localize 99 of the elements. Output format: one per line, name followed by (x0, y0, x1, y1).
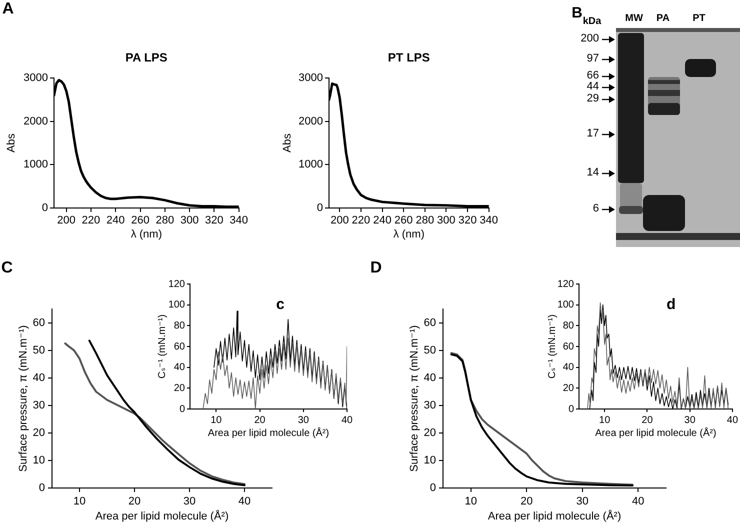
y-tick-label: 0 (430, 482, 436, 494)
y-axis-title: Surface pressure, π (mN.m⁻¹) (408, 325, 421, 472)
y-tick-label: 40 (562, 362, 574, 374)
y-axis-title: Surface pressure, π (mN.m⁻¹) (18, 325, 30, 472)
x-axis-title: Area per lipid molecule (Å²) (488, 509, 622, 522)
x-axis-title: λ (nm) (393, 228, 424, 240)
text: d (666, 296, 676, 314)
y-tick-label: 40 (32, 372, 45, 384)
text: 44 (586, 80, 599, 92)
x-axis-title: Area per lipid molecule (Å²) (208, 426, 330, 439)
text: C (1, 259, 14, 276)
y-tick-label: 3000 (298, 72, 323, 84)
y-axis-title: Abs (282, 133, 294, 152)
text: D (370, 259, 382, 276)
x-tick-label: 200 (57, 214, 76, 227)
x-axis-title: Area per lipid molecule (Å²) (95, 509, 229, 522)
text: 29 (586, 92, 599, 104)
y-tick-label: 10 (32, 454, 45, 466)
y-tick-label: 50 (32, 344, 45, 356)
x-tick-label: 30 (183, 496, 196, 508)
x-tick-label: 40 (632, 496, 644, 508)
x-tick-label: 20 (254, 414, 266, 426)
y-tick-label: 40 (424, 372, 436, 384)
y-tick-label: 60 (562, 341, 574, 352)
chart-title: PA LPS (125, 50, 168, 64)
y-tick-label: 10 (424, 454, 436, 466)
y-tick-label: 80 (562, 320, 574, 332)
y-tick-label: 0 (316, 202, 323, 214)
x-axis-title: λ (nm) (130, 228, 162, 240)
x-tick-label: 20 (520, 496, 533, 508)
y-tick-label: 2000 (24, 115, 48, 128)
chart-title: PT LPS (388, 50, 430, 64)
y-tick-label: 20 (174, 382, 186, 394)
x-tick-label: 20 (642, 414, 654, 426)
x-tick-label: 320 (458, 214, 477, 227)
x-axis-title: Area per lipid molecule (Å²) (595, 426, 716, 439)
y-tick-label: 120 (557, 278, 574, 290)
x-tick-label: 40 (238, 496, 251, 508)
y-axis-title: Cₛ⁻¹ (mN.m⁻¹) (546, 314, 558, 379)
y-tick-label: 0 (38, 482, 45, 494)
text: A (2, 0, 14, 18)
x-tick-label: 240 (373, 214, 392, 227)
y-tick-label: 60 (174, 341, 186, 352)
x-tick-label: 10 (210, 414, 222, 426)
x-tick-label: 300 (180, 214, 199, 227)
text: B (572, 4, 582, 22)
y-tick-label: 20 (32, 426, 45, 439)
y-tick-label: 60 (424, 316, 436, 329)
x-tick-label: 200 (330, 214, 349, 227)
y-tick-label: 0 (179, 404, 186, 415)
x-tick-label: 260 (131, 214, 150, 227)
y-tick-label: 20 (562, 382, 574, 394)
y-tick-label: 2000 (298, 115, 323, 128)
y-tick-label: 3000 (24, 72, 48, 84)
y-tick-label: 0 (568, 404, 574, 415)
x-tick-label: 30 (576, 496, 588, 508)
x-tick-label: 10 (599, 414, 611, 426)
text: c (276, 296, 284, 314)
y-axis-title: Abs (6, 133, 18, 152)
y-tick-label: 120 (168, 278, 186, 290)
y-tick-label: 30 (32, 399, 45, 412)
text: 14 (586, 166, 599, 178)
text: PA (656, 13, 670, 24)
y-tick-label: 80 (174, 320, 186, 332)
text: 66 (586, 70, 599, 82)
y-tick-label: 100 (557, 300, 574, 311)
x-tick-label: 10 (464, 496, 477, 508)
text: kDa (582, 16, 602, 27)
x-tick-label: 40 (726, 414, 738, 426)
x-tick-label: 220 (82, 214, 100, 227)
x-tick-label: 340 (480, 214, 498, 227)
x-tick-label: 240 (106, 214, 125, 227)
y-tick-label: 100 (168, 300, 186, 311)
y-tick-label: 1000 (298, 158, 323, 171)
text: 17 (586, 128, 599, 140)
text: 97 (586, 52, 599, 64)
x-tick-label: 300 (437, 214, 456, 227)
y-tick-label: 0 (42, 202, 48, 214)
x-tick-label: 30 (684, 414, 696, 426)
text: PT (692, 13, 706, 24)
text: 6 (592, 202, 599, 214)
x-tick-label: 280 (416, 214, 434, 227)
text: MW (625, 13, 643, 24)
x-tick-label: 40 (341, 414, 353, 426)
x-tick-label: 20 (128, 496, 141, 508)
text: 200 (580, 32, 599, 44)
y-axis-title: Cₛ⁻¹ (mN.m⁻¹) (156, 314, 168, 379)
x-tick-label: 220 (352, 214, 370, 227)
y-tick-label: 20 (424, 426, 436, 439)
y-tick-label: 40 (174, 362, 186, 374)
y-tick-label: 50 (424, 344, 436, 356)
x-tick-label: 340 (230, 214, 248, 227)
x-tick-label: 280 (156, 214, 174, 227)
x-tick-label: 320 (205, 214, 224, 227)
x-tick-label: 260 (394, 214, 413, 227)
x-tick-label: 10 (73, 496, 86, 508)
y-tick-label: 30 (424, 399, 436, 412)
y-tick-label: 60 (32, 316, 45, 329)
y-tick-label: 1000 (24, 158, 48, 171)
